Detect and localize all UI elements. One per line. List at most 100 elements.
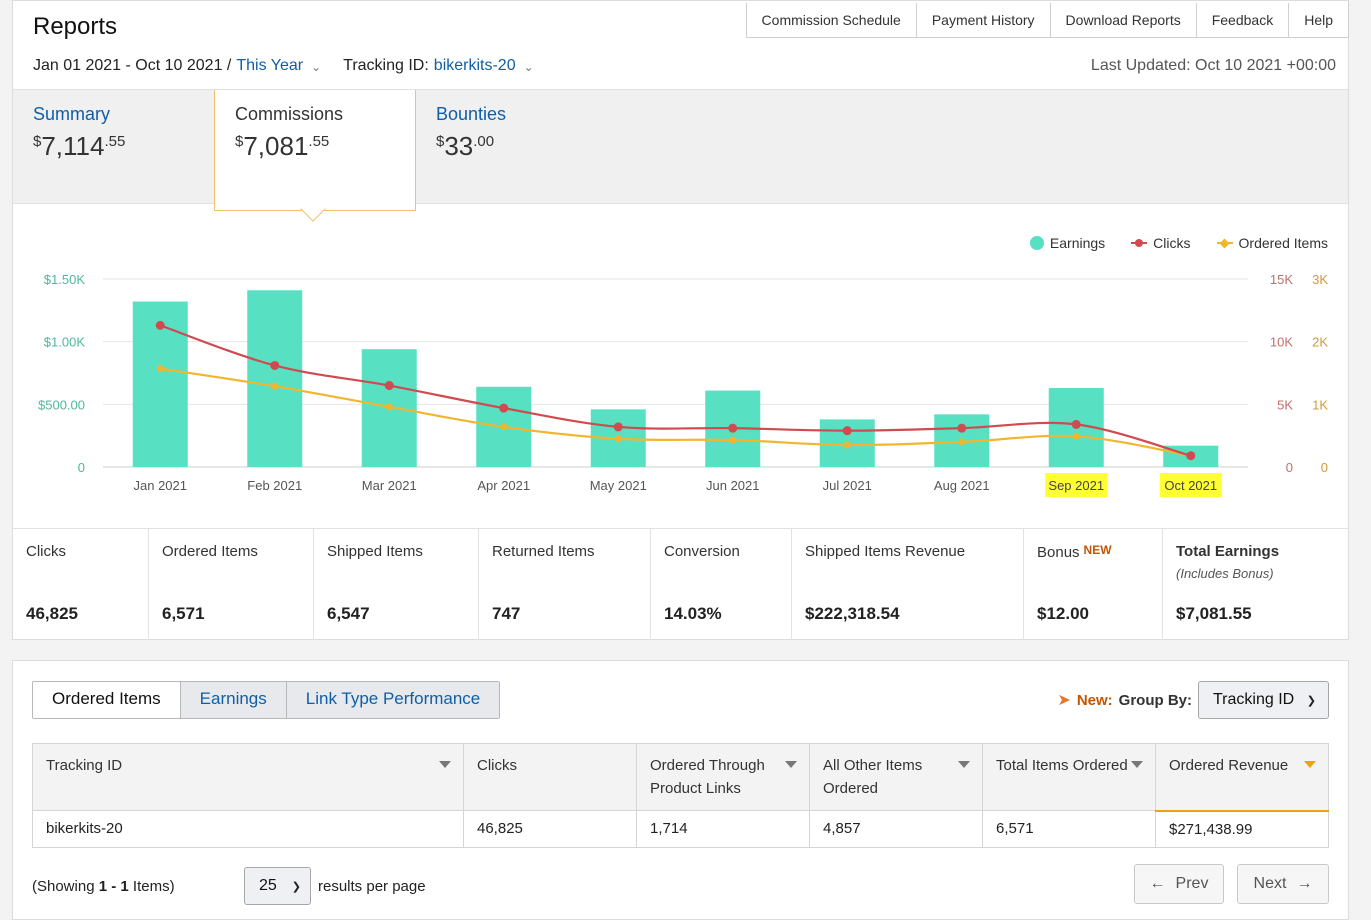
- summary-tabs: Summary $7,114.55 Commissions $7,081.55 …: [13, 89, 1348, 211]
- y-tick-label-ordered: 2K: [1312, 335, 1328, 350]
- legend-ordered-label: Ordered Items: [1238, 235, 1328, 251]
- bar-earnings: [247, 290, 303, 467]
- group-by: ➤ New: Group By: Tracking ID ❯: [1057, 681, 1329, 719]
- stat-shipped-revenue: Shipped Items Revenue $222,318.54: [792, 529, 1024, 640]
- table-header-row: Tracking ID Clicks Ordered Through Produ…: [32, 743, 1329, 812]
- point-ordered-items: [614, 435, 622, 443]
- period-dropdown[interactable]: This Year: [236, 57, 304, 74]
- chevron-down-icon[interactable]: ⌄: [311, 60, 322, 74]
- stat-label: Ordered Items: [162, 543, 258, 560]
- chevron-down-icon: ❯: [1306, 694, 1316, 707]
- group-by-value: Tracking ID: [1213, 691, 1295, 708]
- per-page-label: results per page: [318, 878, 426, 895]
- tab-commissions[interactable]: Commissions $7,081.55: [214, 90, 416, 211]
- tab-bounties[interactable]: Bounties $33.00: [416, 90, 616, 205]
- x-tick-label: Aug 2021: [934, 478, 990, 493]
- tab-summary[interactable]: Summary $7,114.55: [13, 90, 213, 205]
- page-title: Reports: [33, 13, 118, 40]
- legend-earnings-label: Earnings: [1049, 235, 1106, 251]
- stat-label: Shipped Items Revenue: [805, 543, 966, 560]
- legend-clicks[interactable]: Clicks: [1131, 235, 1191, 251]
- filter-bar: Jan 01 2021 - Oct 10 2021 / This Year ⌄ …: [33, 57, 534, 75]
- col-ordered-through-product-links[interactable]: Ordered Through Product Links: [636, 743, 810, 811]
- x-tick-label: Apr 2021: [477, 478, 530, 493]
- tracking-id-dropdown[interactable]: bikerkits-20: [433, 57, 516, 74]
- sort-caret-icon[interactable]: [958, 761, 970, 768]
- point-ordered-items: [500, 423, 508, 431]
- table-row: bikerkits-20 46,825 1,714 4,857 6,571 $2…: [32, 810, 1329, 848]
- x-tick-label: Mar 2021: [362, 478, 417, 493]
- point-ordered-items: [843, 441, 851, 449]
- stat-value: 6,547: [327, 604, 370, 623]
- col-all-other-items[interactable]: All Other Items Ordered: [809, 743, 983, 811]
- y-tick-label-left: 0: [78, 460, 85, 475]
- stat-bonus: Bonus NEW $12.00: [1024, 529, 1163, 640]
- chart-legend: Earnings Clicks Ordered Items: [1029, 235, 1328, 251]
- nav-feedback[interactable]: Feedback: [1195, 3, 1289, 37]
- per-page-select[interactable]: 25 ❯: [244, 867, 311, 905]
- group-by-select[interactable]: Tracking ID ❯: [1198, 681, 1329, 719]
- arrow-right-icon: →: [1296, 875, 1313, 892]
- col-total-items-ordered[interactable]: Total Items Ordered: [982, 743, 1156, 811]
- nav-commission-schedule[interactable]: Commission Schedule: [746, 3, 916, 37]
- line-ordered-items: [160, 367, 1191, 457]
- point-clicks: [155, 320, 165, 330]
- stat-label: Bonus NEW: [1037, 543, 1112, 561]
- x-tick-label: Jan 2021: [134, 478, 188, 493]
- stat-value: 14.03%: [664, 604, 722, 623]
- col-clicks[interactable]: Clicks: [463, 743, 637, 811]
- next-button[interactable]: Next →: [1237, 864, 1329, 904]
- stat-value: 46,825: [26, 604, 78, 623]
- cell-other-items: 4,857: [809, 810, 983, 848]
- y-tick-label-ordered: 0: [1321, 460, 1328, 475]
- tab-link-type-performance[interactable]: Link Type Performance: [285, 682, 500, 718]
- sort-caret-icon[interactable]: [785, 761, 797, 768]
- tab-ordered-items[interactable]: Ordered Items: [33, 682, 180, 718]
- stat-ordered-items: Ordered Items 6,571: [149, 529, 314, 640]
- cell-clicks: 46,825: [463, 810, 637, 848]
- earnings-dot-icon: [1029, 236, 1044, 250]
- prev-button[interactable]: ← Prev: [1134, 864, 1224, 904]
- commissions-amount: $7,081.55: [235, 131, 330, 161]
- point-clicks: [499, 403, 509, 413]
- sort-caret-icon[interactable]: [439, 761, 451, 768]
- new-label: New:: [1076, 691, 1113, 709]
- tab-earnings[interactable]: Earnings: [179, 682, 286, 718]
- nav-payment-history[interactable]: Payment History: [915, 3, 1050, 37]
- nav-help[interactable]: Help: [1288, 3, 1348, 37]
- stat-value: $222,318.54: [805, 604, 900, 623]
- stat-returned-items: Returned Items 747: [479, 529, 651, 640]
- tracking-id-label: Tracking ID:: [343, 57, 429, 74]
- tracking-id-link[interactable]: bikerkits-20: [32, 810, 464, 848]
- col-tracking-id[interactable]: Tracking ID: [32, 743, 464, 811]
- earnings-chart: $1.50K 15K 3K $1.00K 10K 2K $500.00 5K 1K 0 0 0 Jan …: [13, 205, 1348, 528]
- point-clicks: [728, 423, 738, 433]
- stat-sublabel: (Includes Bonus): [1176, 566, 1274, 581]
- date-range: Jan 01 2021 - Oct 10 2021 /: [33, 57, 232, 74]
- stat-label: Clicks: [26, 543, 66, 560]
- point-ordered-items: [156, 365, 164, 373]
- line-clicks: [159, 324, 1192, 457]
- y-tick-label-ordered: 3K: [1312, 272, 1328, 287]
- stat-label: Returned Items: [492, 543, 595, 560]
- table-footer: (Showing 1 - 1 Items) 25 ❯ results per p…: [32, 864, 1329, 908]
- bounties-amount: $33.00: [436, 131, 495, 161]
- legend-earnings[interactable]: Earnings: [1029, 235, 1106, 251]
- chevron-down-icon[interactable]: ⌄: [523, 60, 534, 74]
- ordered-line-icon: [1216, 238, 1233, 248]
- stat-value: 747: [492, 604, 521, 623]
- y-tick-label-left: $1.00K: [44, 335, 86, 350]
- stat-conversion: Conversion 14.03%: [651, 529, 792, 640]
- stat-label: Shipped Items: [327, 543, 423, 560]
- col-ordered-revenue[interactable]: Ordered Revenue: [1155, 743, 1329, 812]
- sort-caret-icon[interactable]: [1131, 761, 1143, 768]
- y-tick-label-left: $500.00: [38, 397, 85, 412]
- sort-caret-icon[interactable]: [1304, 761, 1316, 768]
- legend-ordered[interactable]: Ordered Items: [1216, 235, 1328, 251]
- x-tick-label: Sep 2021: [1048, 478, 1104, 493]
- detail-tabs: Ordered Items Earnings Link Type Perform…: [32, 681, 501, 719]
- nav-download-reports[interactable]: Download Reports: [1049, 3, 1196, 37]
- stat-label: Total Earnings: [1176, 543, 1280, 560]
- y-tick-label-ordered: 1K: [1312, 397, 1328, 412]
- point-ordered-items: [385, 403, 393, 411]
